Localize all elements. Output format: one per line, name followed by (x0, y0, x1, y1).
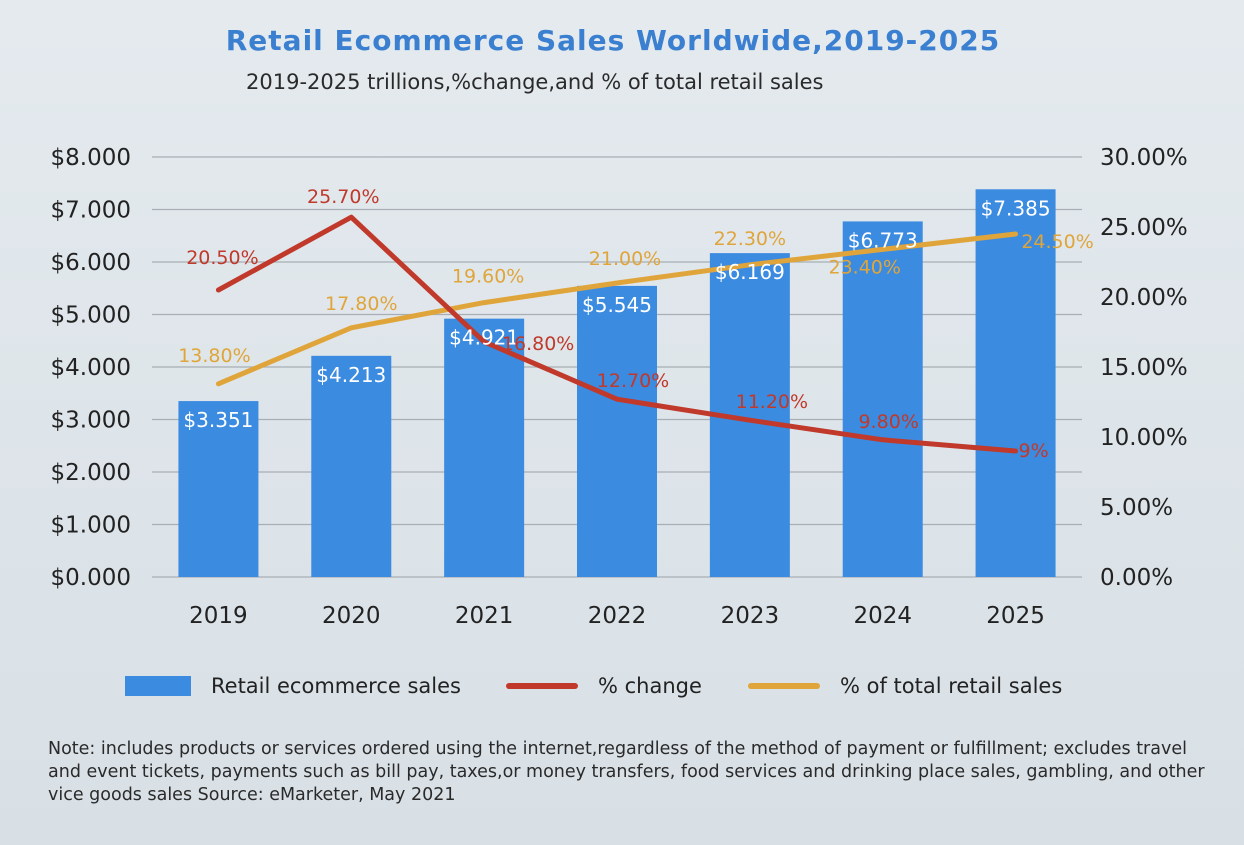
legend-label-change: % change (598, 674, 702, 698)
chart-title: Retail Ecommerce Sales Worldwide,2019-20… (225, 24, 1001, 57)
bar (311, 355, 392, 577)
share-data-label: 19.60% (452, 266, 524, 288)
y-right-tick-label: 30.00% (1100, 145, 1188, 171)
chart-legend: Retail ecommerce sales % change % of tot… (0, 668, 1244, 708)
bar-data-label: $4.213 (316, 363, 386, 387)
x-tick-label: 2022 (588, 603, 647, 629)
bar (975, 189, 1056, 577)
y-left-tick-label: $6.000 (51, 250, 131, 276)
share-data-label: 21.00% (589, 248, 661, 270)
y-left-tick-label: $3.000 (51, 408, 131, 434)
bar-data-label: $4.921 (449, 326, 519, 350)
share-data-label: 24.50% (1021, 231, 1093, 253)
bar (842, 221, 923, 578)
bar-data-label: $3.351 (183, 408, 253, 432)
legend-label-share: % of total retail sales (840, 674, 1063, 698)
bar (577, 285, 657, 577)
bar-data-label: $6.773 (848, 228, 918, 252)
change-data-label: 25.70% (307, 186, 379, 208)
change-data-label: 20.50% (186, 247, 258, 269)
change-data-label: 16.80% (502, 333, 574, 355)
y-left-tick-label: $4.000 (51, 355, 131, 381)
x-tick-label: 2019 (189, 603, 248, 629)
share-data-label: 23.40% (828, 256, 900, 278)
x-tick-label: 2021 (455, 603, 514, 629)
bar-data-label: $5.545 (582, 293, 652, 317)
legend-item-sales: Retail ecommerce sales (125, 668, 461, 704)
share-data-label: 13.80% (178, 345, 250, 367)
legend-label-sales: Retail ecommerce sales (211, 674, 461, 698)
change-data-label: 9.80% (859, 411, 919, 433)
x-tick-label: 2024 (853, 603, 912, 629)
legend-swatch-change (506, 683, 578, 689)
bar (178, 401, 259, 577)
combo-chart: $0.000 $1.000 $2.000 $3.000 $4.000 $5.000 $6.0… (51, 145, 1188, 629)
y-left-tick-label: $8.000 (51, 145, 131, 171)
change-line (215, 214, 1019, 454)
legend-swatch-share (748, 683, 820, 689)
share-line (215, 231, 1019, 387)
y-left-tick-label: $0.000 (51, 565, 131, 591)
change-data-label: 12.70% (597, 370, 669, 392)
y-left-tick-label: $2.000 (51, 460, 131, 486)
bar (444, 318, 525, 577)
y-right-tick-label: 5.00% (1100, 495, 1173, 521)
x-tick-label: 2020 (322, 603, 381, 629)
y-right-tick-label: 20.00% (1100, 285, 1188, 311)
legend-item-change: % change (506, 668, 702, 704)
y-right-tick-label: 10.00% (1100, 425, 1188, 451)
y-right-tick-label: 25.00% (1100, 215, 1188, 241)
y-right-tick-label: 15.00% (1100, 355, 1188, 381)
share-data-label: 22.30% (714, 228, 786, 250)
share-data-label: 17.80% (325, 293, 397, 315)
bar-data-label: $6.169 (715, 260, 785, 284)
y-right-tick-label: 0.00% (1100, 565, 1173, 591)
bar-data-label: $7.385 (981, 196, 1051, 220)
y-left-tick-label: $7.000 (51, 198, 131, 224)
y-left-tick-label: $5.000 (51, 303, 131, 329)
legend-swatch-sales (125, 676, 191, 696)
y-left-tick-label: $1.000 (51, 513, 131, 539)
chart-subtitle: 2019-2025 trillions,%change,and % of tot… (246, 70, 824, 94)
x-tick-label: 2023 (721, 603, 780, 629)
change-data-label: 11.20% (736, 391, 808, 413)
footnote: Note: includes products or services orde… (48, 739, 1205, 805)
x-tick-label: 2025 (986, 603, 1045, 629)
legend-item-share: % of total retail sales (748, 668, 1062, 704)
change-data-label: 9% (1018, 440, 1048, 462)
